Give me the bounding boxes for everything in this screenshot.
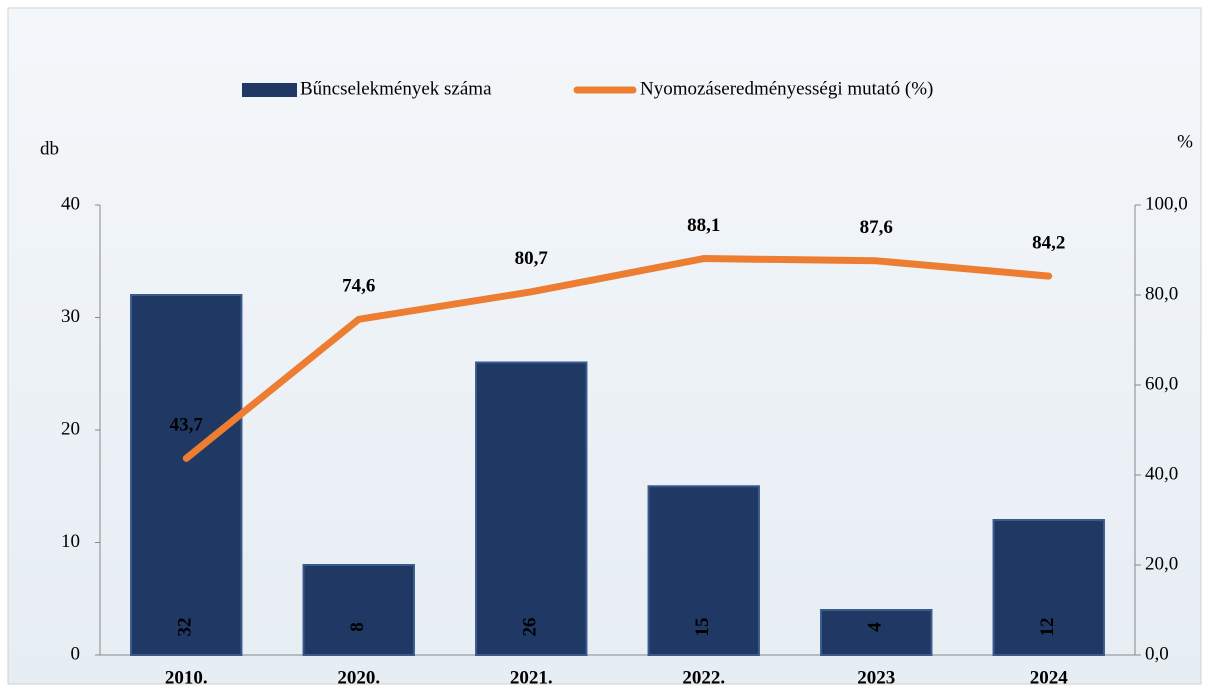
x-tick-label: 2021. — [510, 667, 553, 688]
bar — [304, 565, 414, 655]
y-tick-label: 10 — [61, 531, 80, 552]
legend-marker — [242, 83, 297, 97]
bar-value-label: 12 — [1037, 618, 1058, 637]
y-axis-title: db — [40, 138, 59, 159]
y2-axis-title: % — [1177, 131, 1193, 152]
bar-value-label: 4 — [865, 622, 886, 632]
y2-tick-label: 40,0 — [1145, 463, 1178, 484]
y2-tick-label: 20,0 — [1145, 553, 1178, 574]
bar-value-label: 32 — [175, 618, 196, 637]
x-tick-label: 2024 — [1030, 667, 1069, 688]
x-tick-label: 2022. — [682, 667, 725, 688]
line-value-label: 87,6 — [860, 217, 893, 238]
line-value-label: 88,1 — [687, 215, 720, 236]
y2-tick-label: 80,0 — [1145, 283, 1178, 304]
x-tick-label: 2020. — [337, 667, 380, 688]
bar-value-label: 15 — [692, 618, 713, 637]
legend-label: Nyomozáseredményességi mutató (%) — [640, 78, 933, 99]
y-tick-label: 40 — [61, 193, 80, 214]
y2-tick-label: 60,0 — [1145, 373, 1178, 394]
x-tick-label: 2023 — [857, 667, 895, 688]
bar — [476, 363, 586, 656]
line-value-label: 74,6 — [342, 276, 375, 297]
y2-tick-label: 0,0 — [1145, 643, 1169, 664]
bar-value-label: 26 — [520, 618, 541, 637]
bar — [131, 295, 241, 655]
line-value-label: 84,2 — [1032, 232, 1065, 253]
line-value-label: 43,7 — [170, 415, 204, 436]
y-tick-label: 0 — [71, 643, 81, 664]
line-value-label: 80,7 — [515, 248, 549, 269]
bar-value-label: 8 — [347, 622, 368, 632]
y-tick-label: 30 — [61, 306, 80, 327]
legend-label: Bűncselekmények száma — [300, 78, 492, 99]
y2-tick-label: 100,0 — [1145, 193, 1188, 214]
y-tick-label: 20 — [61, 418, 80, 439]
chart: db % 0 10 20 30 40 0,0 20,0 40,0 60,0 80,0 100,0 20… — [0, 0, 1209, 692]
x-tick-label: 2010. — [165, 667, 208, 688]
